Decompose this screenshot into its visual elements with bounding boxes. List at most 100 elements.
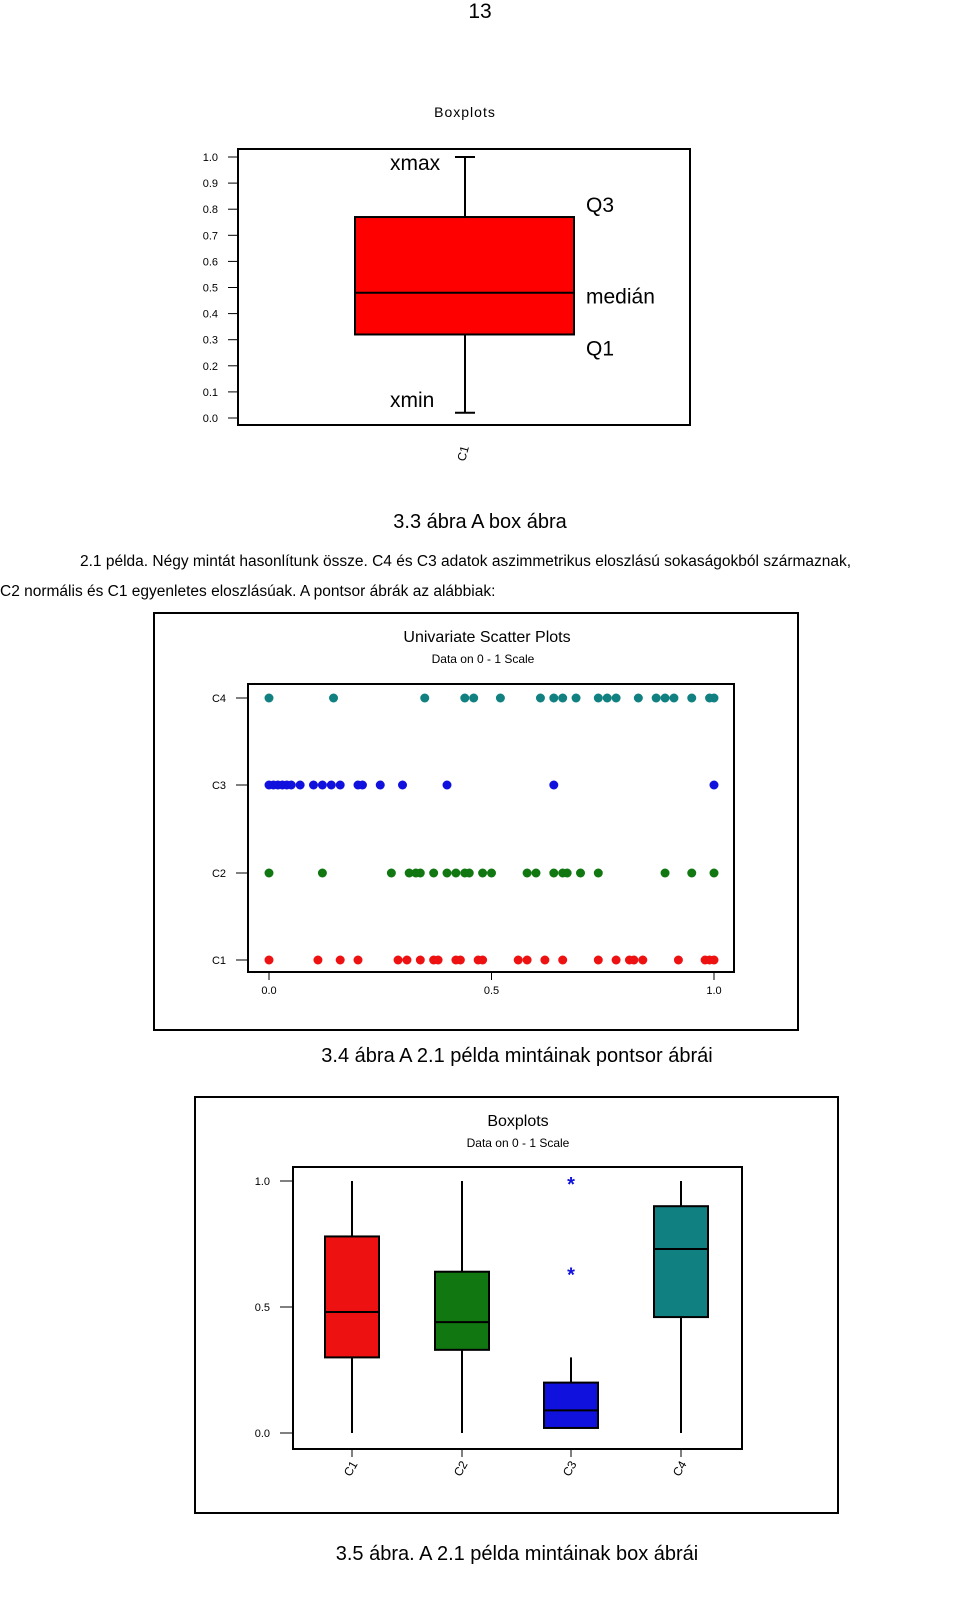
point-c2	[415, 868, 425, 878]
outlier-c3: *	[567, 1174, 575, 1196]
point-c3	[335, 780, 345, 790]
point-c1	[522, 955, 532, 965]
y-axis: 0.0 0.1 0.2 0.3 0.4 0.5 0.6 0.7 0.8 0.9 1.0	[203, 152, 238, 425]
point-c1	[540, 955, 550, 965]
point-c2	[464, 868, 474, 878]
box-c2	[434, 1270, 490, 1351]
box-c3	[543, 1381, 599, 1429]
point-c4	[549, 693, 559, 703]
iqr-box	[354, 216, 575, 336]
y-tick-label: 0.2	[203, 361, 218, 373]
point-c2	[549, 868, 559, 878]
annotation-xmin: xmin	[390, 389, 434, 412]
point-c2	[264, 868, 274, 878]
point-c1	[455, 955, 465, 965]
point-c3	[357, 780, 367, 790]
point-c2	[317, 868, 327, 878]
point-c1	[673, 955, 683, 965]
y-tick-label: 0.4	[203, 309, 218, 321]
point-c3	[309, 780, 318, 790]
point-c2	[451, 868, 461, 878]
point-c1	[335, 955, 345, 965]
point-c4	[669, 693, 679, 703]
point-c1	[313, 955, 323, 965]
point-c2	[660, 868, 670, 878]
x-tick-label: 1.0	[706, 985, 721, 997]
box-c1: C1	[354, 156, 575, 463]
y-tick-label: 0.1	[203, 387, 218, 399]
plot-frame	[292, 1166, 743, 1450]
point-c1	[558, 955, 568, 965]
x-tick-label: C1	[454, 444, 472, 463]
paragraph-line-2: C2 normális és C1 egyenletes eloszlásúak…	[0, 583, 496, 600]
point-c2	[404, 868, 414, 878]
figure-border	[153, 612, 799, 1031]
x-tick-label: 0.5	[484, 985, 499, 997]
point-c3	[398, 780, 407, 790]
annotation-q3: Q3	[586, 194, 614, 217]
point-c1	[402, 955, 412, 965]
point-c2	[593, 868, 603, 878]
point-c2	[487, 868, 496, 878]
figure-3-4-scatter: Univariate Scatter Plots Data on 0 - 1 S…	[153, 612, 799, 1031]
point-c3	[295, 780, 305, 790]
point-c1	[611, 955, 621, 965]
y-tick-label: C1	[212, 955, 226, 967]
point-c3	[442, 780, 452, 790]
point-c1	[629, 955, 639, 965]
point-c2	[386, 868, 396, 878]
x-tick-label: C4	[670, 1458, 690, 1479]
point-c1	[264, 955, 274, 965]
chart-title: Boxplots	[487, 1113, 548, 1130]
figure-3-5-boxplots: Boxplots Data on 0 - 1 Scale 0.0 0.5 1.0 C1…	[194, 1096, 839, 1514]
point-c3	[709, 780, 719, 790]
chart-subtitle: Data on 0 - 1 Scale	[432, 652, 535, 666]
point-c1	[638, 955, 648, 965]
point-c4	[558, 693, 568, 703]
point-c4	[651, 693, 661, 703]
point-c4	[329, 693, 339, 703]
point-c3	[326, 780, 336, 790]
point-c1	[393, 955, 403, 965]
caption-fig-3-4: 3.4 ábra A 2.1 példa mintáinak pontsor á…	[321, 1045, 713, 1067]
chart-subtitle: Data on 0 - 1 Scale	[467, 1136, 570, 1150]
point-c4	[593, 693, 603, 703]
annotations: xmax xmin Q3 medián Q1	[390, 152, 655, 412]
point-c2	[531, 868, 541, 878]
boxes: **	[324, 1174, 709, 1433]
y-tick-label: 1.0	[203, 152, 218, 164]
paragraph-line-1: 2.1 példa. Négy mintát hasonlítunk össze…	[80, 553, 852, 570]
y-tick-label: 0.0	[255, 1428, 270, 1440]
point-c1	[478, 955, 488, 965]
box-c1	[324, 1235, 380, 1359]
caption-fig-3-3: 3.3 ábra A box ábra	[393, 511, 567, 533]
y-tick-label: 0.0	[203, 413, 218, 425]
annotation-median: medián	[586, 286, 655, 309]
point-c4	[495, 693, 505, 703]
y-tick-label: 0.8	[203, 204, 218, 216]
point-c2	[442, 868, 452, 878]
y-tick-label: 0.6	[203, 256, 218, 268]
y-tick-label: 0.5	[203, 283, 218, 295]
point-c4	[264, 693, 274, 703]
figure-3-3-boxplot: Boxplots 0.0 0.1 0.2 0.3 0.4 0.5 0.6 0.7 0.8 0.9 1…	[203, 104, 691, 463]
box-c4	[653, 1205, 709, 1319]
x-tick-label: C1	[341, 1458, 361, 1479]
point-c1	[709, 955, 719, 965]
point-c2	[478, 868, 488, 878]
point-c2	[522, 868, 532, 878]
point-c3	[375, 780, 385, 790]
point-c4	[709, 693, 719, 703]
point-c4	[535, 693, 545, 703]
point-c1	[353, 955, 363, 965]
point-c3	[317, 780, 327, 790]
y-tick-label: 1.0	[255, 1176, 270, 1188]
y-tick-label: C4	[212, 693, 226, 705]
chart-title: Univariate Scatter Plots	[403, 629, 570, 646]
point-c1	[593, 955, 603, 965]
y-tick-label: 0.9	[203, 178, 218, 190]
x-tick-label: C2	[451, 1458, 471, 1479]
point-c4	[420, 693, 430, 703]
point-c3	[286, 780, 296, 790]
point-c4	[602, 693, 612, 703]
